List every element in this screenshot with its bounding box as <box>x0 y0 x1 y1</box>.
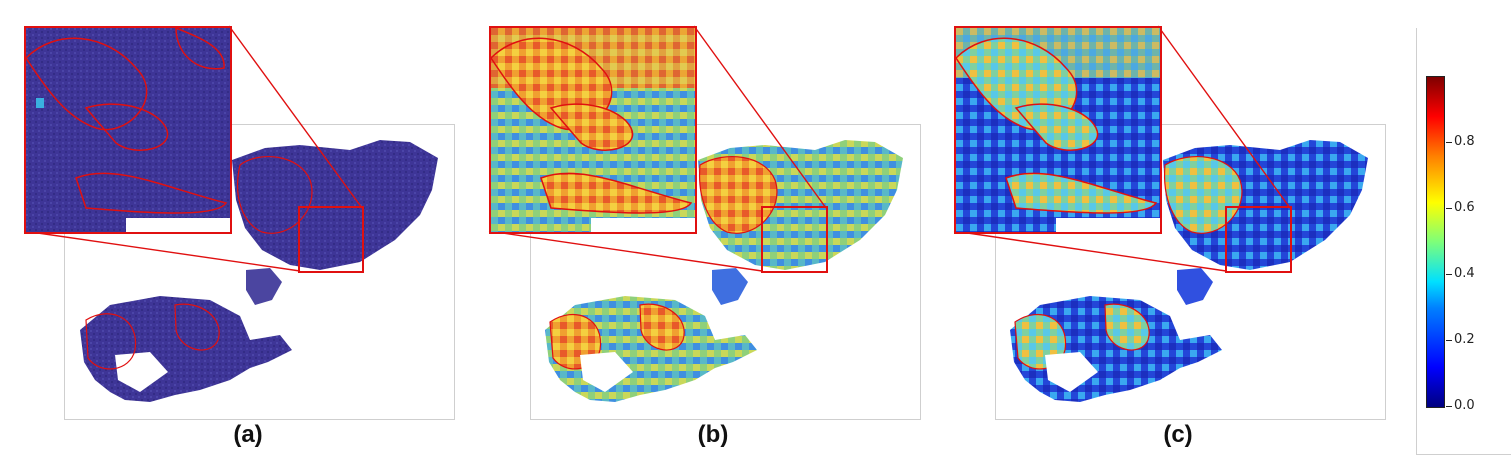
colorbar-tick-label: 0.8 <box>1454 134 1475 149</box>
panel-a-zoom-inset <box>24 26 232 234</box>
colorbar-tick <box>1446 142 1452 143</box>
panel-c-roi <box>1225 206 1292 273</box>
colorbar-frame <box>1416 28 1511 455</box>
panel-b-tissue <box>545 140 903 402</box>
panel-b-roi <box>761 206 828 273</box>
colorbar-tick-label: 0.0 <box>1454 398 1475 413</box>
colorbar-tick <box>1446 406 1452 407</box>
panel-b-zoom-inset <box>489 26 697 234</box>
panel-a-tissue <box>80 140 438 402</box>
colorbar-tick-label: 0.2 <box>1454 332 1475 347</box>
colorbar-tick-label: 0.4 <box>1454 266 1475 281</box>
panel-c-tissue <box>1010 140 1368 402</box>
panel-b-label: (b) <box>697 421 729 448</box>
panel-a-roi <box>298 206 364 273</box>
colorbar-tick <box>1446 340 1452 341</box>
colorbar-tick <box>1446 274 1452 275</box>
panel-a-label: (a) <box>233 421 263 448</box>
colorbar-tick-label: 0.6 <box>1454 200 1475 215</box>
colorbar-tick <box>1446 208 1452 209</box>
panel-c-zoom-inset <box>954 26 1162 234</box>
zoom-connectors <box>23 25 1291 272</box>
panel-c-label: (c) <box>1163 421 1193 448</box>
colorbar <box>1426 76 1445 408</box>
